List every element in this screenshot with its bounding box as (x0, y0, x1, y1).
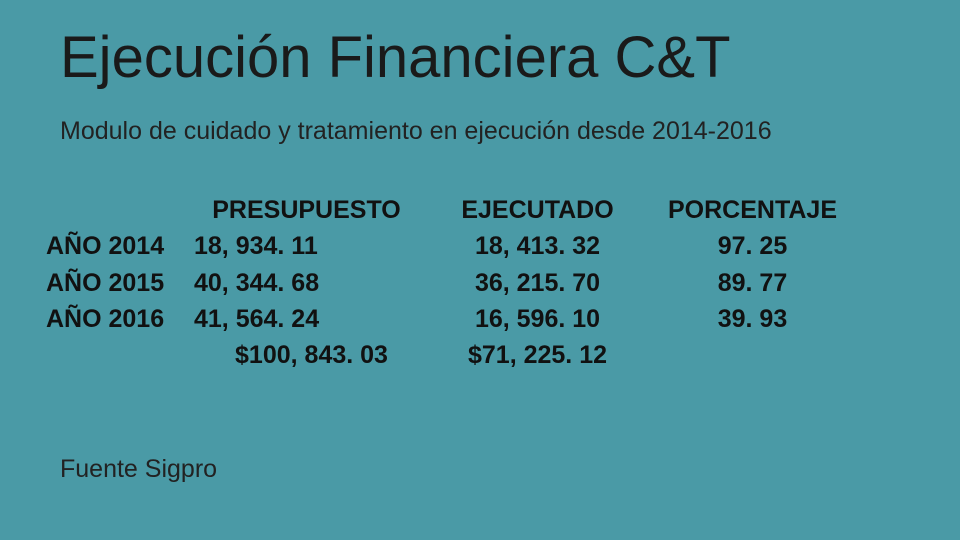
cell-executed: 36, 215. 70 (419, 265, 656, 301)
cell-total-executed: $71, 225. 12 (419, 337, 656, 373)
slide: Ejecución Financiera C&T Modulo de cuida… (0, 0, 960, 540)
cell-percentage: 97. 25 (656, 228, 849, 264)
table-row: AÑO 2016 41, 564. 24 16, 596. 10 39. 93 (46, 301, 900, 337)
col-header-year (46, 192, 194, 228)
col-header-budget: PRESUPUESTO (194, 192, 419, 228)
cell-executed: 18, 413. 32 (419, 228, 656, 264)
source-label: Fuente Sigpro (60, 455, 217, 484)
cell-total-budget: $100, 843. 03 (194, 337, 419, 373)
table-row: AÑO 2014 18, 934. 11 18, 413. 32 97. 25 (46, 228, 900, 264)
page-title: Ejecución Financiera C&T (60, 24, 900, 91)
cell-empty (656, 337, 849, 373)
cell-budget: 18, 934. 11 (194, 228, 419, 264)
cell-percentage: 89. 77 (656, 265, 849, 301)
table-total-row: $100, 843. 03 $71, 225. 12 (46, 337, 900, 373)
col-header-executed: EJECUTADO (419, 192, 656, 228)
cell-executed: 16, 596. 10 (419, 301, 656, 337)
table-row: AÑO 2015 40, 344. 68 36, 215. 70 89. 77 (46, 265, 900, 301)
table-header-row: PRESUPUESTO EJECUTADO PORCENTAJE (46, 192, 900, 228)
cell-year: AÑO 2015 (46, 265, 194, 301)
cell-budget: 41, 564. 24 (194, 301, 419, 337)
cell-empty (46, 337, 194, 373)
cell-budget: 40, 344. 68 (194, 265, 419, 301)
subtitle: Modulo de cuidado y tratamiento en ejecu… (60, 117, 900, 146)
data-table: PRESUPUESTO EJECUTADO PORCENTAJE AÑO 201… (46, 192, 900, 373)
cell-percentage: 39. 93 (656, 301, 849, 337)
cell-year: AÑO 2016 (46, 301, 194, 337)
cell-year: AÑO 2014 (46, 228, 194, 264)
col-header-percentage: PORCENTAJE (656, 192, 849, 228)
